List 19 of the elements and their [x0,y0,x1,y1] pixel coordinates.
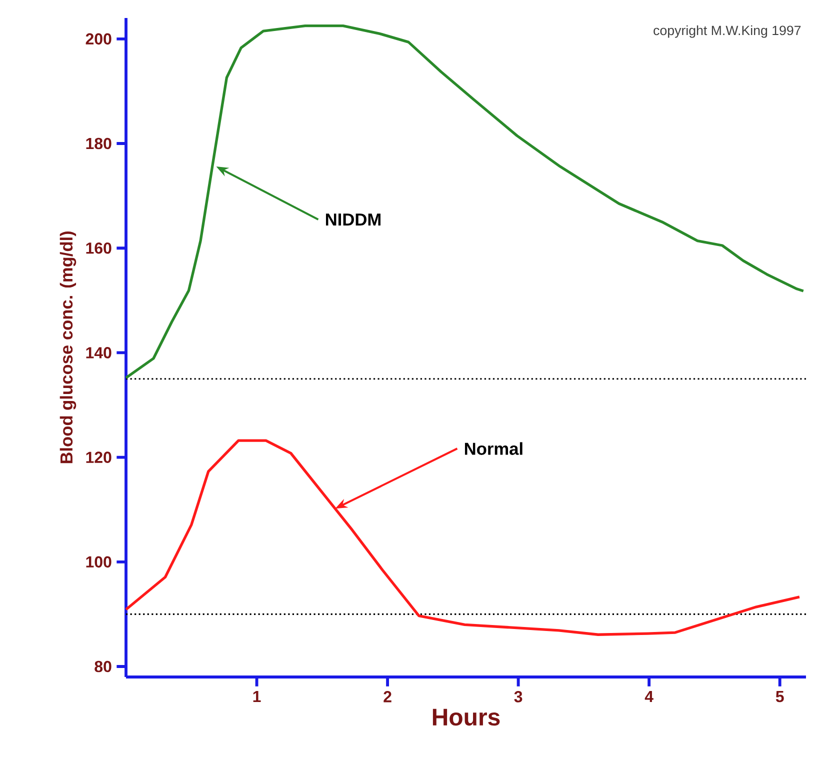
y-tick-label: 140 [86,347,112,358]
x-tick-label: 1 [253,691,261,702]
y-tick-label: 120 [86,452,112,463]
line-series [124,439,801,636]
x-tick-label: 5 [776,691,784,702]
y-tick-label: 180 [86,138,112,150]
y-tick-label: 80 [94,660,112,672]
x-tick-label: 3 [514,691,522,702]
x-axis-title: Hours [432,708,500,726]
annotation: NIDDM [326,214,380,226]
y-tick-label: 160 [86,242,112,254]
y-tick-label: 200 [86,33,112,45]
x-tick-label: 4 [644,691,654,702]
x-tick-label: 2 [384,691,392,702]
line-series [124,24,805,380]
annotation: copyright M.W.King 1997 [654,25,801,38]
annotation: Normal [464,442,522,455]
y-tick-label: 100 [86,556,112,568]
y-axis-title: Blood glucose conc. (mg/dl) [60,231,76,464]
